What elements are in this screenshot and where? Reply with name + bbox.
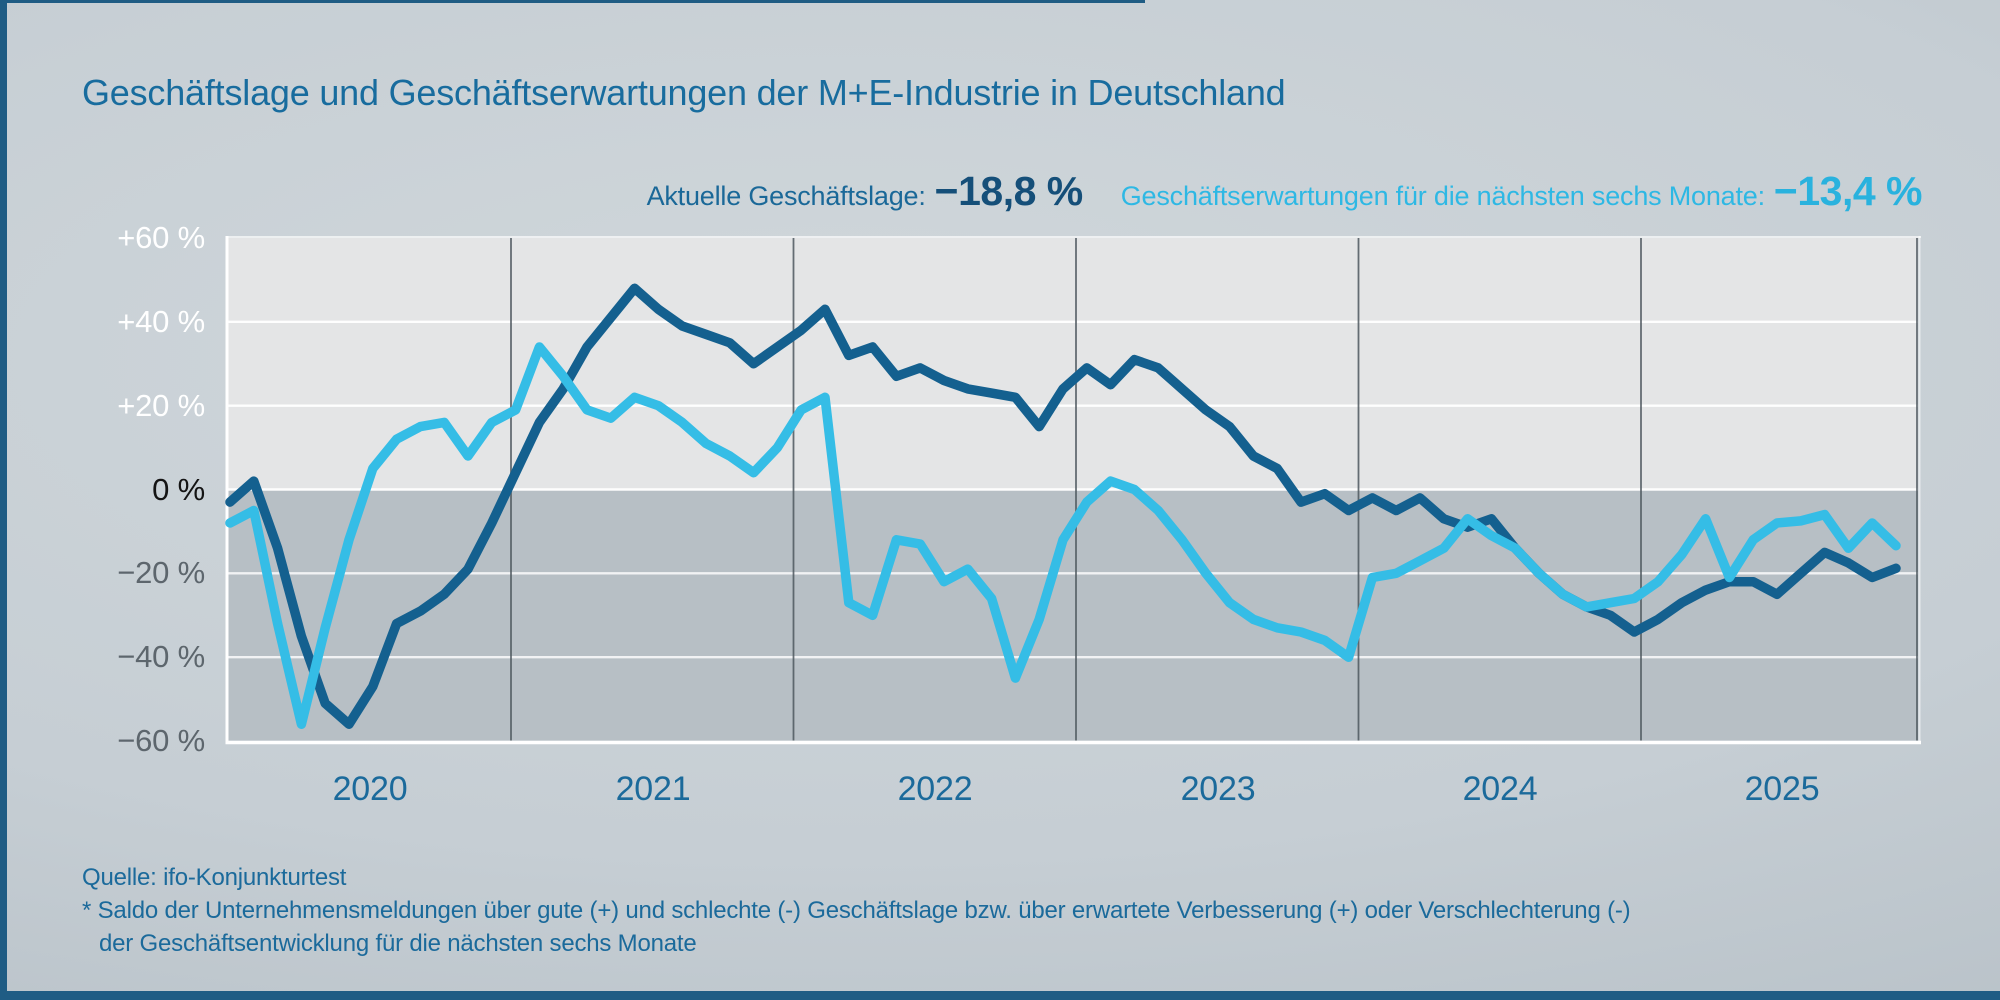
x-tick-2023: 2023 — [1180, 770, 1256, 808]
legend-lage-label: Aktuelle Geschäftslage: — [646, 181, 926, 211]
footer-note-line2: der Geschäftsentwicklung für die nächste… — [99, 930, 697, 957]
lage-line — [225, 283, 1901, 729]
x-tick-2020: 2020 — [332, 770, 408, 808]
y-tick-minus20: −20 % — [117, 555, 205, 591]
legend-erwartungen-value: −13,4 % — [1773, 168, 1923, 214]
footer-source: Quelle: ifo-Konjunkturtest — [82, 864, 347, 891]
page-title: Geschäftslage und Geschäftserwartungen d… — [82, 72, 1286, 113]
erwartungen-line — [225, 342, 1901, 729]
plot-bg-positive — [228, 238, 1918, 490]
x-tick-2021: 2021 — [615, 770, 691, 808]
y-tick-plus60: +60 % — [117, 220, 205, 255]
legend: Aktuelle Geschäftslage: −18,8 % Geschäft… — [646, 168, 1923, 215]
y-tick-plus20: +20 % — [117, 387, 205, 423]
frame-left-bar — [0, 0, 7, 992]
y-tick-zero: 0 % — [152, 471, 205, 507]
legend-erwartungen-label: Geschäftserwartungen für die nächsten se… — [1120, 181, 1765, 211]
y-tick-plus40: +40 % — [117, 303, 205, 339]
y-tick-minus60: −60 % — [117, 723, 205, 758]
legend-lage-value: −18,8 % — [934, 168, 1084, 214]
frame-bottom-bar — [0, 991, 2000, 1000]
x-tick-2024: 2024 — [1462, 770, 1538, 808]
x-tick-2022: 2022 — [897, 770, 973, 808]
frame-top-line — [0, 0, 1145, 3]
y-tick-minus40: −40 % — [117, 639, 205, 675]
footer-note-line1: * Saldo der Unternehmensmeldungen über g… — [82, 897, 1631, 924]
x-tick-2025: 2025 — [1744, 770, 1820, 808]
